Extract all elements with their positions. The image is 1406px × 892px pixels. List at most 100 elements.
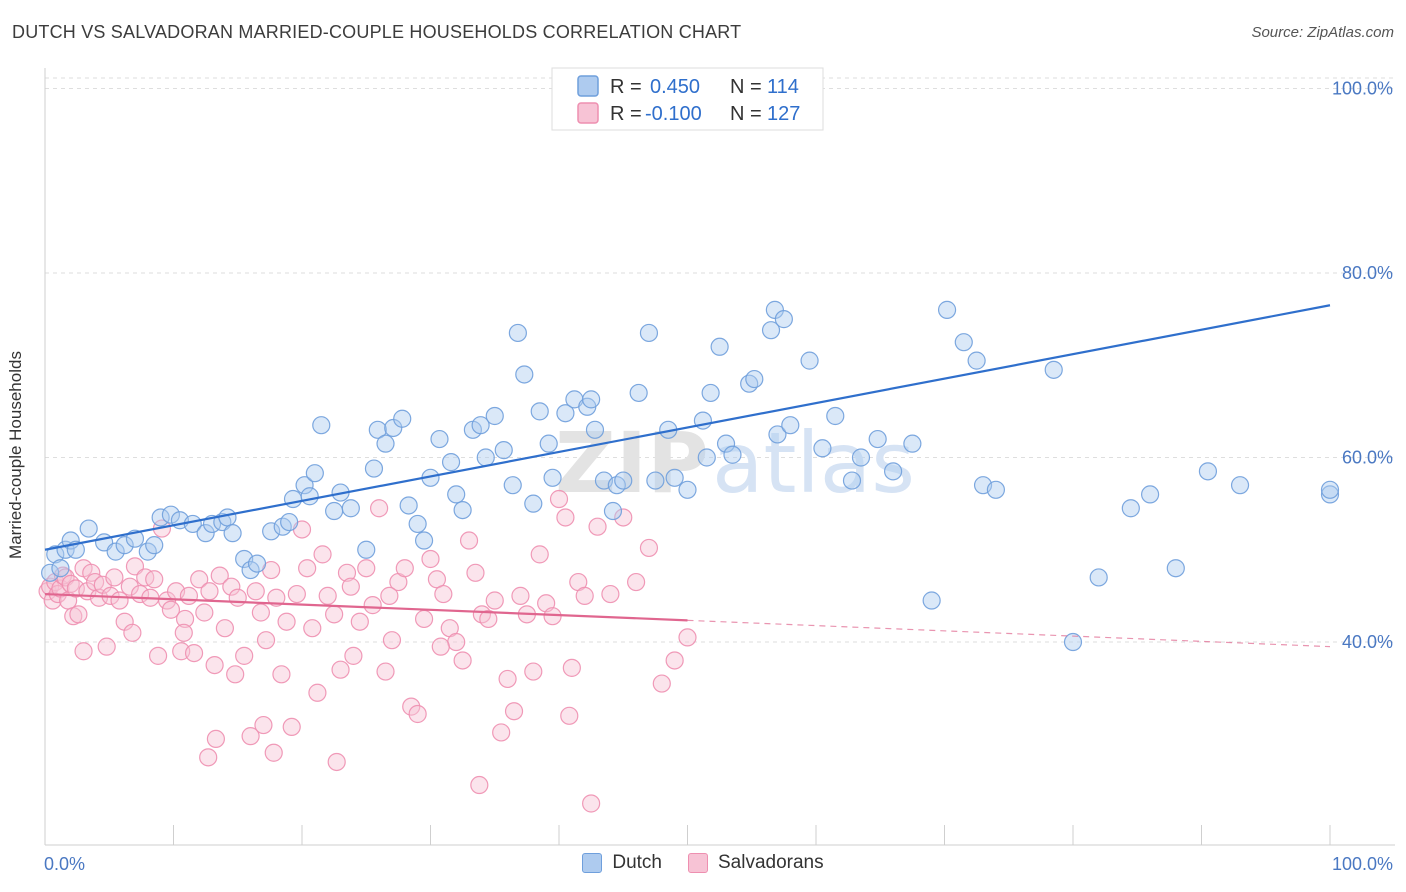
salvadorans-point bbox=[125, 557, 145, 576]
salvadorans-point bbox=[431, 637, 450, 656]
y-tick-label-40: 40.0% bbox=[1342, 632, 1393, 652]
dutch-point bbox=[1044, 360, 1063, 379]
dutch-point bbox=[138, 542, 157, 561]
dutch-point bbox=[494, 441, 513, 460]
dutch-point bbox=[441, 453, 461, 472]
salvadorans-point bbox=[184, 643, 204, 663]
salvadorans-point bbox=[66, 579, 85, 598]
salvadorans-point bbox=[298, 559, 317, 578]
dutch-point bbox=[430, 429, 449, 449]
dutch-point bbox=[986, 480, 1006, 499]
salvadorans-point bbox=[267, 588, 286, 607]
salvadorans-point bbox=[380, 586, 399, 605]
salvadorans-point bbox=[665, 651, 684, 670]
dutch-point bbox=[774, 310, 793, 329]
dutch-point bbox=[745, 369, 764, 389]
dutch-point bbox=[408, 514, 427, 534]
salvadorans-point bbox=[145, 570, 164, 589]
legend-swatch-salvadorans bbox=[577, 102, 599, 124]
salvadorans-point bbox=[313, 545, 332, 564]
dutch-point bbox=[485, 406, 504, 426]
salvadorans-point bbox=[498, 669, 517, 689]
dutch-point bbox=[295, 476, 314, 495]
salvadorans-point bbox=[582, 794, 601, 813]
salvadorans-point bbox=[251, 603, 270, 622]
salvadorans-point bbox=[318, 586, 337, 605]
salvadorans-point bbox=[614, 508, 633, 527]
dutch-point bbox=[639, 323, 659, 343]
dutch-point bbox=[1089, 568, 1108, 587]
bottom-legend: Dutch Salvadorans bbox=[0, 852, 1406, 874]
salvadorans-point bbox=[549, 489, 569, 509]
salvadorans-trend-line-extension bbox=[687, 619, 1331, 648]
chart-title: DUTCH VS SALVADORAN MARRIED-COUPLE HOUSE… bbox=[12, 22, 742, 42]
x-tick-label-100: 100.0% bbox=[1332, 854, 1393, 874]
salvadorans-point bbox=[556, 508, 575, 527]
salvadorans-point bbox=[402, 697, 421, 716]
watermark-zip: ZIP bbox=[555, 414, 709, 512]
salvadorans-point bbox=[264, 743, 283, 762]
salvadorans-point bbox=[235, 646, 254, 665]
dutch-point bbox=[607, 476, 626, 495]
salvadorans-point bbox=[228, 588, 247, 607]
x-tick-label-0: 0.0% bbox=[44, 854, 85, 874]
dutch-point bbox=[556, 404, 575, 423]
dutch-point bbox=[826, 406, 845, 426]
dutch-point bbox=[376, 434, 395, 453]
dutch-point bbox=[800, 351, 819, 370]
salvadorans-point bbox=[562, 658, 581, 677]
salvadorans-point bbox=[256, 631, 276, 650]
legend-n-value-salvadorans: 127 bbox=[767, 103, 800, 125]
bottom-legend-swatch-dutch bbox=[582, 853, 603, 873]
legend-r-value-salvadorans: -0.100 bbox=[645, 103, 702, 125]
salvadorans-point bbox=[287, 584, 306, 604]
salvadorans-point bbox=[69, 605, 88, 624]
dutch-point bbox=[115, 536, 134, 555]
salvadorans-point bbox=[504, 702, 524, 721]
salvadorans-point bbox=[652, 674, 671, 693]
salvadorans-point bbox=[370, 499, 389, 518]
dutch-point bbox=[41, 563, 60, 582]
salvadorans-point bbox=[161, 600, 181, 619]
dutch-points bbox=[41, 300, 1340, 652]
salvadorans-point bbox=[421, 549, 440, 569]
salvadorans-point bbox=[678, 628, 697, 647]
legend-r-label-salvadorans: R = bbox=[610, 103, 642, 125]
dutch-point bbox=[903, 434, 922, 453]
dutch-point bbox=[51, 559, 70, 578]
dutch-point bbox=[368, 420, 387, 439]
dutch-point bbox=[1320, 480, 1340, 499]
salvadorans-point bbox=[282, 717, 301, 737]
salvadorans-point bbox=[331, 660, 350, 679]
salvadorans-point bbox=[350, 612, 369, 631]
dutch-point bbox=[614, 471, 633, 490]
dutch-point bbox=[161, 505, 181, 524]
salvadorans-point bbox=[206, 729, 226, 748]
salvadorans-point bbox=[337, 563, 357, 582]
salvadorans-point bbox=[395, 559, 414, 578]
salvadorans-point bbox=[414, 609, 434, 629]
salvadorans-trend-line bbox=[44, 592, 688, 622]
legend-n-label-salvadorans: N = bbox=[730, 103, 762, 125]
dutch-point bbox=[515, 365, 534, 384]
salvadorans-point bbox=[199, 748, 218, 767]
dutch-point bbox=[813, 439, 832, 458]
dutch-point bbox=[1140, 485, 1160, 504]
salvadorans-point bbox=[485, 591, 504, 610]
salvadorans-point bbox=[459, 531, 479, 550]
dutch-point bbox=[954, 333, 973, 352]
dutch-point bbox=[1230, 476, 1250, 495]
legend-n-value-dutch: 114 bbox=[767, 76, 799, 98]
salvadorans-point bbox=[120, 577, 139, 596]
dutch-point bbox=[603, 501, 623, 521]
salvadorans-point bbox=[601, 584, 620, 604]
dutch-point bbox=[1198, 462, 1218, 481]
dutch-point bbox=[414, 531, 434, 550]
dutch-point bbox=[503, 476, 522, 495]
dutch-point bbox=[768, 425, 787, 444]
salvadorans-point bbox=[148, 646, 168, 665]
bottom-legend-label-dutch: Dutch bbox=[612, 852, 662, 873]
dutch-point bbox=[241, 560, 260, 580]
salvadorans-point bbox=[105, 568, 124, 587]
salvadorans-point bbox=[408, 704, 427, 724]
